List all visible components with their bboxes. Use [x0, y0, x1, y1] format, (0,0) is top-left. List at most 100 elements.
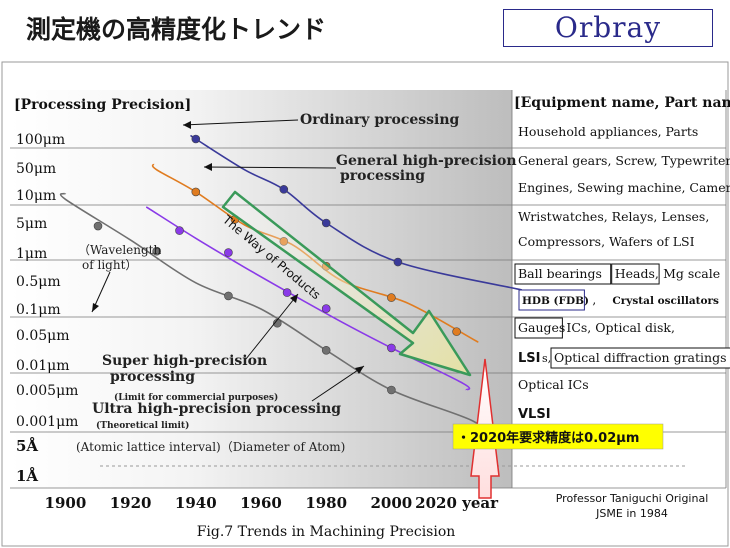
slide-frame: [1, 61, 729, 547]
company-logo-text: Orbray: [554, 11, 662, 44]
slide-title: 測定機の高精度化トレンド: [26, 15, 327, 44]
series-1-point-5: [452, 327, 461, 336]
series-0-point-1: [279, 185, 289, 194]
y-tick-label-11: 5Å: [16, 437, 38, 455]
series-0-point-0: [191, 134, 201, 144]
super-precision-label-2: processing: [110, 369, 195, 385]
y-tick-label-9: 0.005μm: [16, 383, 78, 399]
series-2-point-2: [282, 288, 292, 297]
equipment-item-5-boxed-0: Ball bearings: [518, 266, 602, 281]
equipment-list: Household appliances, Parts General gears…: [514, 124, 730, 422]
equipment-item-0: Household appliances, Parts: [518, 124, 698, 139]
equipment-item-8-prefix-small: s,: [542, 352, 551, 365]
equipment-item-8-box-0: [550, 347, 730, 369]
wavelength-callout-head: [92, 303, 99, 312]
series-1-point-0: [191, 187, 201, 197]
processing-precision-header: [Processing Precision]: [14, 97, 191, 113]
ultra-callout-line: [311, 365, 365, 402]
general-precision-label-1: General high-precision: [336, 153, 517, 169]
super-precision-label-1: Super high-precision: [102, 353, 267, 369]
series-line-3: [59, 192, 490, 440]
equipment-item-4: Compressors, Wafers of LSI: [518, 234, 695, 249]
commercial-limit-note: (Limit for commercial purposes): [114, 392, 278, 403]
equipment-item-6-text: Crystal oscillators: [612, 295, 719, 307]
series-0-point-3: [393, 257, 403, 267]
series-1-point-4: [387, 293, 396, 302]
equipment-item-6-sep: ,: [592, 293, 596, 307]
equipment-header: [Equipment name, Part name]: [514, 95, 730, 111]
ultra-callout-head: [355, 366, 364, 374]
equipment-item-5-box-1: [611, 263, 660, 285]
series-0-point-2: [321, 218, 331, 228]
super-callout-head: [290, 294, 298, 303]
series-3-point-1: [152, 246, 161, 256]
y-tick-label-7: 0.05μm: [16, 328, 70, 344]
ordinary-callout-head: [183, 121, 191, 129]
ordinary-processing-label: Ordinary processing: [300, 112, 460, 128]
x-tick-label-1980: 1980: [305, 494, 347, 512]
equipment-item-1: General gears, Screw, Typewriters: [518, 153, 730, 168]
y-tick-label-0: 100μm: [16, 132, 65, 148]
series-line-2: [146, 206, 471, 391]
x-tick-label-1940: 1940: [175, 494, 217, 512]
y-axis-labels: 100μm 50μm 10μm 5μm 1μm 0.5μm 0.1μm 0.05μm 0.01μ…: [16, 132, 78, 485]
equipment-item-6-box-0: [518, 289, 585, 311]
super-callout-line: [245, 293, 299, 360]
y-tick-label-5: 0.5μm: [16, 274, 61, 290]
series-3-point-2: [224, 291, 233, 301]
source-label-1: Professor Taniguchi Original: [556, 492, 709, 505]
equipment-item-5-text: Mg scale: [663, 266, 720, 281]
plot-background: [10, 90, 512, 488]
y-tick-label-8: 0.01μm: [16, 358, 70, 374]
x-axis-labels: 1900 1920 1940 1960 1980 2000 2020 year: [45, 494, 500, 512]
equipment-item-8-boxed-0: Optical diffraction gratings: [554, 350, 727, 365]
ultra-precision-label: Ultra high-precision processing: [92, 401, 341, 417]
y-tick-label-6: 0.1μm: [16, 302, 61, 318]
equipment-item-3: Wristwatches, Relays, Lenses,: [518, 209, 709, 224]
series-3-point-4: [321, 346, 331, 355]
equipment-item-5-boxed-1: Heads,: [615, 266, 659, 281]
ordinary-callout-line: [182, 119, 299, 126]
equipment-item-8-prefix: LSI: [518, 351, 540, 366]
y-tick-label-10: 0.001μm: [16, 414, 78, 430]
equipment-item-7-box-0: [514, 317, 563, 339]
y-tick-label-3: 5μm: [16, 216, 47, 232]
equipment-item-5-box-0: [514, 263, 612, 285]
figure-caption: Fig.7 Trends in Machining Precision: [197, 524, 456, 540]
y-tick-label-2: 10μm: [16, 188, 56, 204]
general-callout-head: [204, 163, 212, 171]
series-3-point-0: [93, 221, 103, 231]
y-tick-label-12: 1Å: [16, 467, 38, 485]
slide-header: 測定機の高精度化トレンド Orbray: [0, 0, 730, 58]
equipment-item-7-text: ICs, Optical disk,: [566, 320, 675, 335]
series-2-point-3: [321, 304, 331, 313]
requirement-box: [452, 423, 664, 450]
equipment-item-6-boxed-0: HDB (FDB): [522, 295, 589, 307]
company-logo: Orbray: [503, 9, 713, 47]
x-tick-label-2000: 2000: [371, 494, 413, 512]
series-3-point-5: [387, 385, 396, 395]
equipment-item-2: Engines, Sewing machine, Camera: [518, 180, 730, 195]
equipment-panel: [512, 90, 726, 488]
general-precision-label-2: processing: [340, 168, 425, 184]
requirement-text: ・2020年要求精度は0.02μm: [457, 430, 639, 446]
y-tick-label-4: 1μm: [16, 246, 47, 262]
x-tick-label-1920: 1920: [110, 494, 152, 512]
source-label-2: JSME in 1984: [595, 507, 668, 520]
general-callout-line: [203, 166, 337, 169]
gridlines: [10, 90, 727, 489]
equipment-item-7-boxed-0: Gauges: [518, 320, 565, 335]
series-2-point-1: [224, 248, 233, 257]
equipment-item-9: Optical ICs: [518, 377, 589, 392]
theoretical-limit-note: (Theoretical limit): [96, 420, 189, 431]
atomic-label: (Atomic lattice interval)（Diameter of At…: [76, 440, 345, 454]
equipment-item-10: VLSI: [518, 407, 551, 422]
series-2-point-4: [387, 343, 396, 353]
wavelength-label-1: （Wavelength: [78, 243, 161, 257]
y-tick-label-1: 50μm: [16, 161, 56, 177]
x-tick-label-2020: 2020 year: [415, 494, 499, 512]
x-tick-label-1960: 1960: [240, 494, 282, 512]
wavelength-label-2: of light）: [82, 258, 137, 272]
x-tick-label-1900: 1900: [45, 494, 87, 512]
